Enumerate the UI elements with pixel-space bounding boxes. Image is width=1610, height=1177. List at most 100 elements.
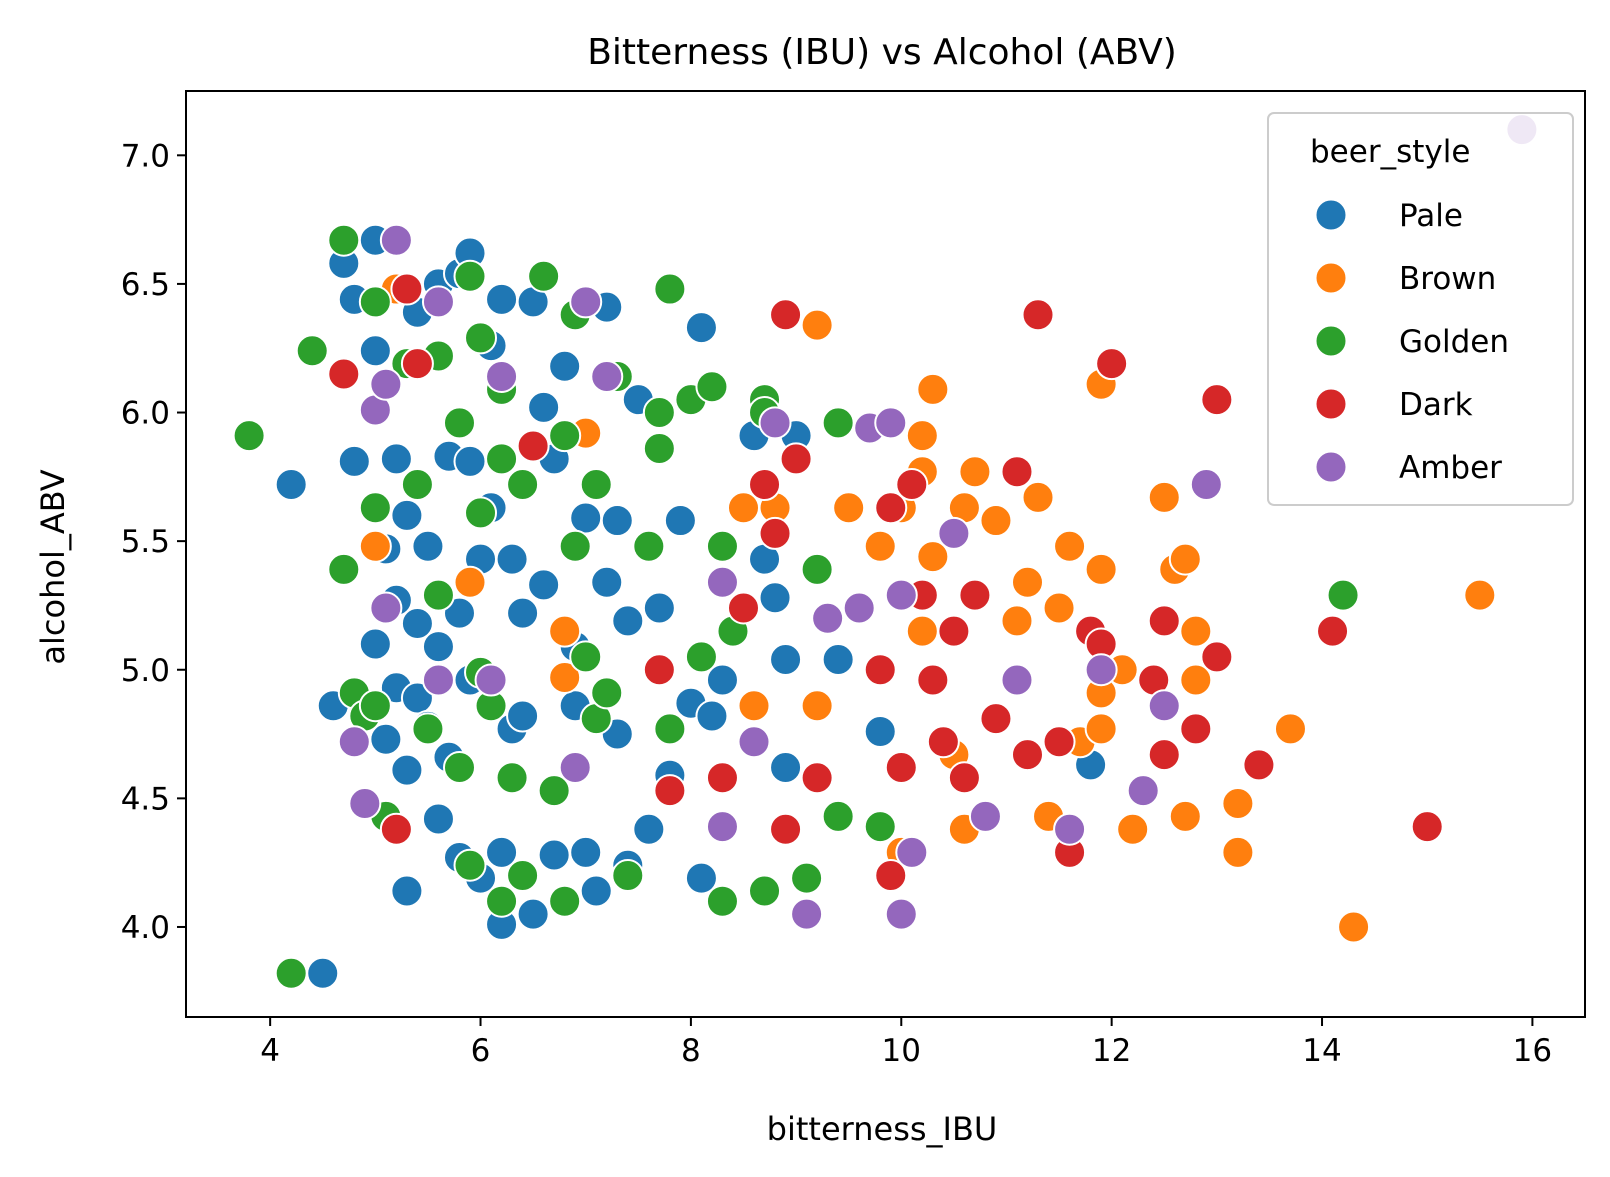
data-point-pale	[569, 835, 603, 869]
data-point-dark	[1147, 604, 1181, 638]
data-point-amber	[369, 591, 403, 625]
data-point-dark	[1316, 614, 1350, 648]
data-point-dark	[1021, 298, 1055, 332]
data-point-brown	[548, 660, 582, 694]
data-point-golden	[485, 884, 519, 918]
y-tick-label: 6.0	[121, 396, 170, 432]
data-point-dark	[379, 812, 413, 846]
data-point-amber	[421, 285, 455, 319]
data-point-brown	[453, 565, 487, 599]
data-point-golden	[464, 321, 498, 355]
data-point-amber	[1000, 663, 1034, 697]
data-point-amber	[790, 897, 824, 931]
x-tick-label: 8	[681, 1033, 701, 1069]
data-point-golden	[464, 496, 498, 530]
data-point-amber	[485, 360, 519, 394]
data-point-pale	[358, 627, 392, 661]
data-point-dark	[979, 702, 1013, 736]
data-point-golden	[748, 874, 782, 908]
data-point-golden	[537, 774, 571, 808]
data-point-pale	[485, 282, 519, 316]
data-point-golden	[295, 334, 329, 368]
data-point-amber	[937, 516, 971, 550]
data-point-golden	[485, 442, 519, 476]
data-point-pale	[642, 591, 676, 625]
y-tick-label: 5.0	[121, 653, 170, 689]
y-tick-label: 7.0	[121, 138, 170, 174]
data-point-dark	[1200, 640, 1234, 674]
data-point-pale	[863, 714, 897, 748]
data-point-dark	[1095, 347, 1129, 381]
data-point-brown	[1116, 812, 1150, 846]
data-point-amber	[884, 897, 918, 931]
data-point-pale	[379, 442, 413, 476]
data-point-dark	[874, 491, 908, 525]
data-point-brown	[1042, 591, 1076, 625]
data-point-pale	[527, 390, 561, 424]
data-point-brown	[1084, 552, 1118, 586]
data-point-pale	[421, 630, 455, 664]
data-point-golden	[863, 810, 897, 844]
data-point-amber	[569, 285, 603, 319]
data-point-amber	[348, 787, 382, 821]
data-point-pale	[453, 444, 487, 478]
y-axis-title: alcohol_ABV	[34, 469, 72, 664]
legend-marker-amber	[1314, 450, 1348, 484]
y-tick-label: 5.5	[121, 524, 170, 560]
data-point-golden	[705, 884, 739, 918]
data-point-golden	[453, 848, 487, 882]
data-point-brown	[1179, 663, 1213, 697]
data-point-golden	[821, 406, 855, 440]
data-point-golden	[558, 529, 592, 563]
data-point-dark	[1200, 383, 1234, 417]
data-point-pale	[506, 699, 540, 733]
data-point-amber	[884, 578, 918, 612]
data-point-brown	[1021, 480, 1055, 514]
data-point-brown	[1221, 787, 1255, 821]
data-point-amber	[842, 591, 876, 625]
data-point-golden	[705, 529, 739, 563]
data-point-golden	[411, 712, 445, 746]
data-point-dark	[653, 774, 687, 808]
data-point-golden	[453, 259, 487, 293]
data-point-amber	[1189, 468, 1223, 502]
data-point-pale	[421, 802, 455, 836]
data-point-pale	[821, 642, 855, 676]
data-points	[232, 113, 1539, 990]
data-point-pale	[579, 874, 613, 908]
data-point-brown	[358, 529, 392, 563]
data-point-golden	[653, 712, 687, 746]
data-point-dark	[1242, 748, 1276, 782]
data-point-brown	[800, 689, 834, 723]
data-point-golden	[632, 529, 666, 563]
data-point-pale	[769, 642, 803, 676]
data-point-amber	[369, 367, 403, 401]
data-point-amber	[874, 406, 908, 440]
legend-marker-golden	[1314, 324, 1348, 358]
x-tick-label: 10	[882, 1033, 921, 1069]
data-point-dark	[327, 357, 361, 391]
data-point-pale	[390, 874, 424, 908]
plot-frame	[185, 90, 1586, 1018]
data-point-pale	[548, 349, 582, 383]
data-point-amber	[705, 565, 739, 599]
legend-marker-brown	[1314, 261, 1348, 295]
data-point-golden	[611, 859, 645, 893]
data-point-brown	[916, 540, 950, 574]
data-point-golden	[653, 272, 687, 306]
data-point-golden	[400, 468, 434, 502]
data-point-brown	[958, 455, 992, 489]
data-point-golden	[442, 406, 476, 440]
data-point-brown	[1179, 614, 1213, 648]
data-point-brown	[1221, 835, 1255, 869]
x-tick-label: 4	[260, 1033, 280, 1069]
legend-label-pale: Pale	[1399, 198, 1463, 234]
data-point-dark	[1011, 738, 1045, 772]
data-point-golden	[442, 750, 476, 784]
data-point-brown	[916, 372, 950, 406]
data-point-pale	[705, 663, 739, 697]
data-point-brown	[905, 419, 939, 453]
data-point-brown	[1084, 712, 1118, 746]
legend-label-amber: Amber	[1399, 450, 1502, 486]
data-point-amber	[590, 360, 624, 394]
